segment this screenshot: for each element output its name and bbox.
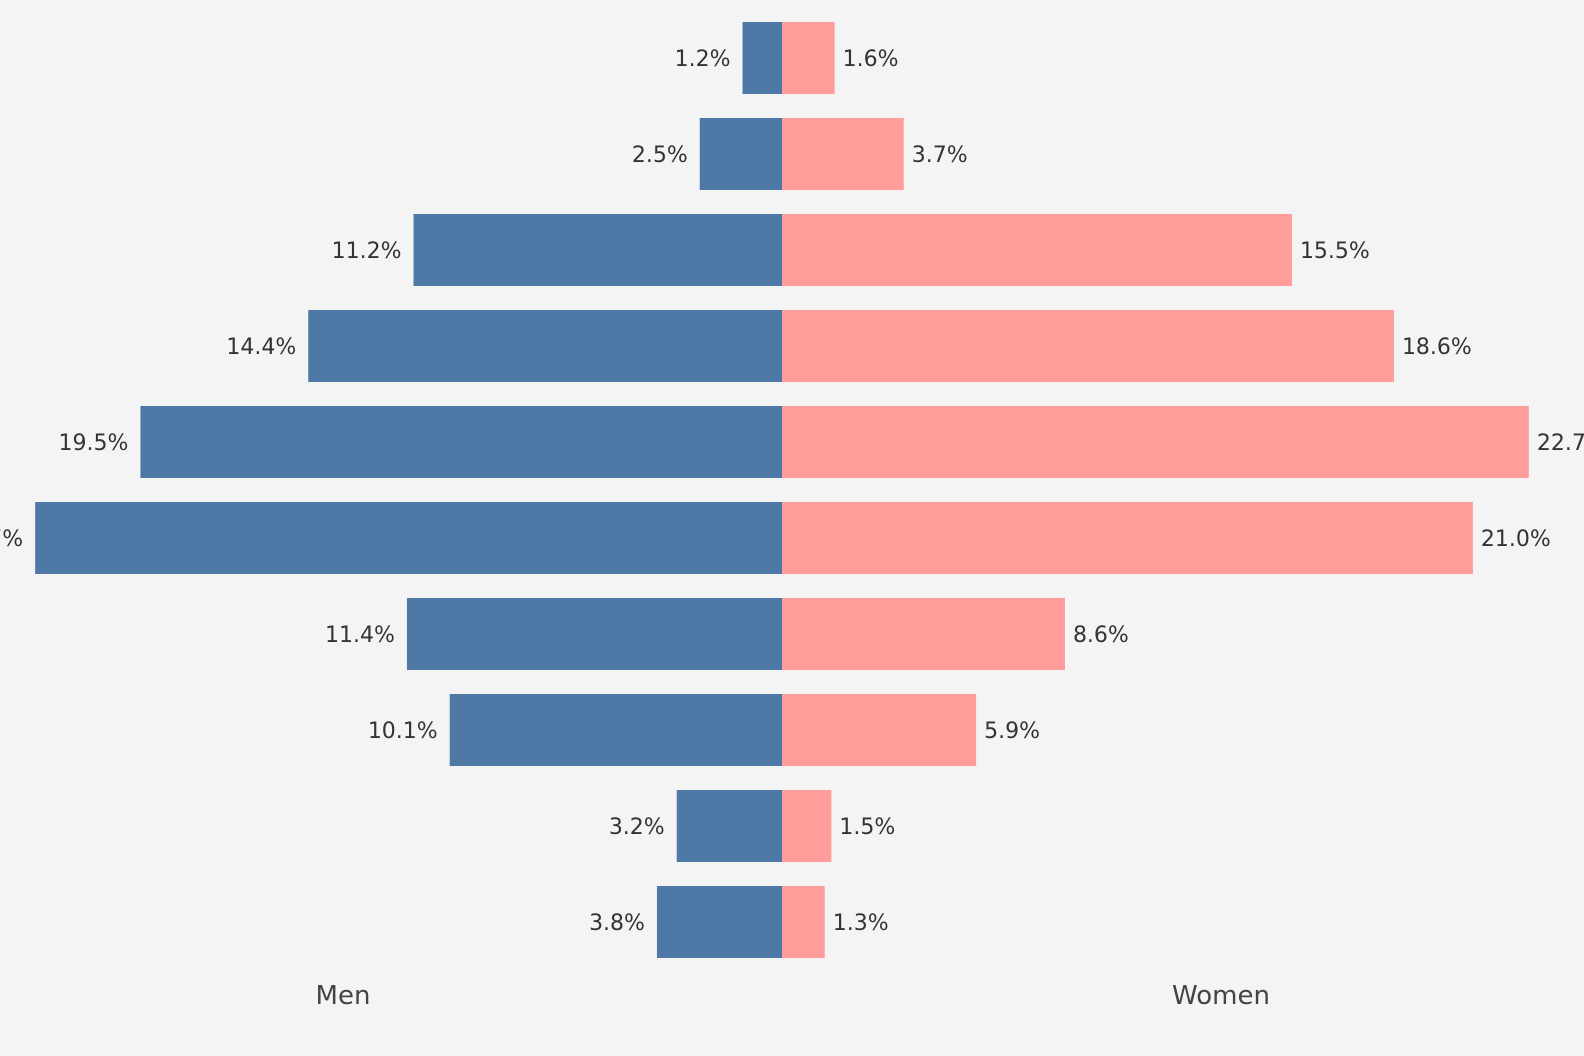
women-bar-4 xyxy=(782,406,1529,478)
women-data-label-0: 1.6% xyxy=(843,47,899,72)
men-data-label-5: 22.7% xyxy=(0,527,23,552)
men-data-label-4: 19.5% xyxy=(59,431,129,456)
men-data-label-2: 11.2% xyxy=(332,239,402,264)
men-bar-6 xyxy=(406,598,782,670)
legend-women: Women xyxy=(1172,981,1270,1011)
men-bar-9 xyxy=(656,886,782,958)
women-data-label-7: 5.9% xyxy=(984,719,1040,744)
men-bar-4 xyxy=(140,406,782,478)
women-bar-5 xyxy=(782,502,1473,574)
men-bar-7 xyxy=(449,694,782,766)
women-data-label-1: 3.7% xyxy=(912,143,968,168)
men-data-label-6: 11.4% xyxy=(325,623,395,648)
women-bar-3 xyxy=(782,310,1394,382)
women-bar-1 xyxy=(782,118,904,190)
men-bar-3 xyxy=(308,310,782,382)
men-data-label-0: 1.2% xyxy=(675,47,731,72)
women-bar-6 xyxy=(782,598,1065,670)
women-data-label-4: 22.7% xyxy=(1537,431,1584,456)
women-data-label-2: 15.5% xyxy=(1300,239,1370,264)
men-bar-1 xyxy=(699,118,782,190)
men-data-label-8: 3.2% xyxy=(609,815,665,840)
women-bar-2 xyxy=(782,214,1292,286)
men-data-label-1: 2.5% xyxy=(632,143,688,168)
women-data-label-9: 1.3% xyxy=(833,911,889,936)
men-bar-5 xyxy=(35,502,783,574)
women-bar-9 xyxy=(782,886,825,958)
men-data-label-7: 10.1% xyxy=(368,719,438,744)
men-bar-0 xyxy=(742,22,782,94)
legend-men: Men xyxy=(316,981,371,1011)
women-data-label-3: 18.6% xyxy=(1402,335,1472,360)
women-data-label-6: 8.6% xyxy=(1073,623,1129,648)
women-bar-7 xyxy=(782,694,977,766)
men-bar-2 xyxy=(413,214,782,286)
men-data-label-9: 3.8% xyxy=(589,911,645,936)
men-data-label-3: 14.4% xyxy=(226,335,296,360)
women-bar-0 xyxy=(782,22,835,94)
men-bar-8 xyxy=(676,790,782,862)
women-data-label-5: 21.0% xyxy=(1481,527,1551,552)
women-data-label-8: 1.5% xyxy=(839,815,895,840)
women-bar-8 xyxy=(782,790,832,862)
